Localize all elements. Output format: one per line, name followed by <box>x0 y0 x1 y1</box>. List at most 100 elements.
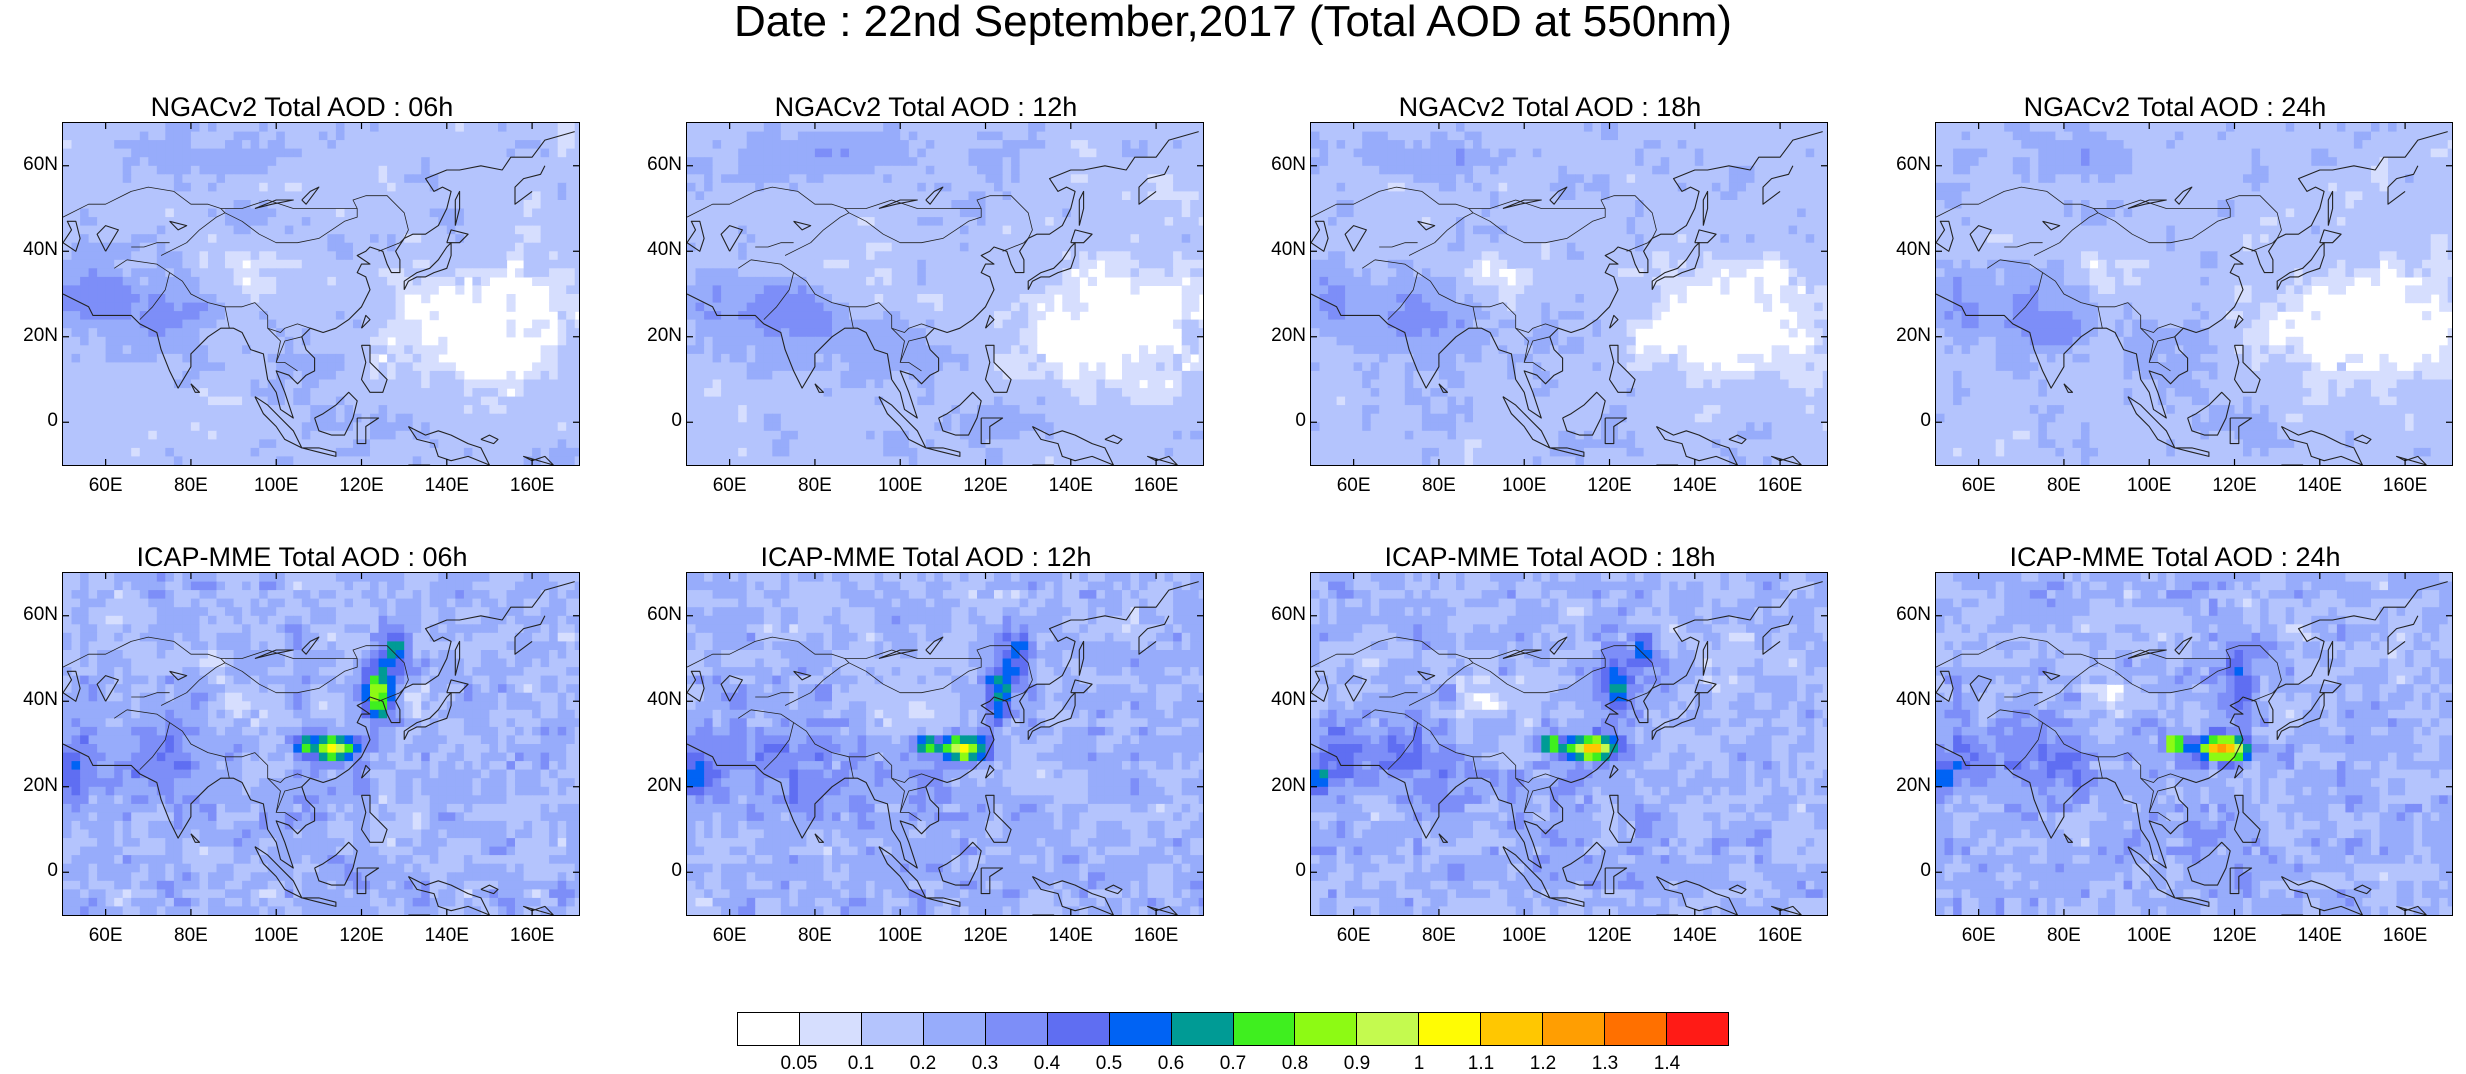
x-tick-label: 100E <box>865 476 935 496</box>
y-tick-label: 0 <box>22 411 58 431</box>
colorbar-swatch <box>1048 1013 1110 1045</box>
aod-field <box>1311 123 1827 465</box>
x-tick-label: 100E <box>241 926 311 946</box>
aod-map <box>1310 572 1828 916</box>
x-tick-label: 120E <box>2200 476 2270 496</box>
x-tick-label: 80E <box>780 476 850 496</box>
y-tick-label: 60N <box>22 155 58 175</box>
y-tick-label: 40N <box>1270 240 1306 260</box>
colorbar-label: 0.2 <box>893 1054 953 1074</box>
aod-map <box>1935 572 2453 916</box>
x-tick-label: 120E <box>1575 476 1645 496</box>
y-tick-label: 60N <box>22 605 58 625</box>
colorbar-swatch <box>924 1013 986 1045</box>
aod-map <box>686 122 1204 466</box>
x-tick-label: 160E <box>1745 926 1815 946</box>
colorbar-swatch <box>1110 1013 1172 1045</box>
x-tick-label: 120E <box>327 476 397 496</box>
colorbar-label: 1.1 <box>1451 1054 1511 1074</box>
aod-map <box>1310 122 1828 466</box>
x-tick-label: 60E <box>695 476 765 496</box>
x-tick-label: 60E <box>1944 926 2014 946</box>
panel-title: NGACv2 Total AOD : 06h <box>22 92 582 122</box>
colorbar-label: 1.2 <box>1513 1054 1573 1074</box>
colorbar-swatch <box>738 1013 800 1045</box>
x-tick-label: 100E <box>1489 476 1559 496</box>
colorbar-swatch <box>1234 1013 1296 1045</box>
aod-map <box>62 572 580 916</box>
y-tick-label: 60N <box>1270 155 1306 175</box>
colorbar-label: 0.7 <box>1203 1054 1263 1074</box>
x-tick-label: 140E <box>1036 926 1106 946</box>
colorbar <box>737 1012 1729 1046</box>
colorbar-label: 1 <box>1389 1054 1449 1074</box>
x-tick-label: 60E <box>1319 476 1389 496</box>
y-tick-label: 40N <box>1895 690 1931 710</box>
x-tick-label: 80E <box>156 476 226 496</box>
y-tick-label: 20N <box>1270 326 1306 346</box>
x-tick-label: 160E <box>1745 476 1815 496</box>
panel-title: NGACv2 Total AOD : 18h <box>1270 92 1830 122</box>
x-tick-label: 60E <box>71 926 141 946</box>
x-tick-label: 120E <box>1575 926 1645 946</box>
aod-field <box>63 573 579 915</box>
x-tick-label: 120E <box>951 926 1021 946</box>
y-tick-label: 60N <box>1270 605 1306 625</box>
x-tick-label: 140E <box>2285 476 2355 496</box>
colorbar-label: 0.3 <box>955 1054 1015 1074</box>
y-tick-label: 0 <box>22 861 58 881</box>
y-tick-label: 0 <box>1895 411 1931 431</box>
colorbar-swatch <box>986 1013 1048 1045</box>
colorbar-swatch <box>862 1013 924 1045</box>
figure-title: Date : 22nd September,2017 (Total AOD at… <box>0 0 2466 44</box>
y-tick-label: 60N <box>1895 605 1931 625</box>
x-tick-label: 80E <box>2029 926 2099 946</box>
aod-field <box>687 573 1203 915</box>
colorbar-swatch <box>1357 1013 1419 1045</box>
x-tick-label: 60E <box>1319 926 1389 946</box>
aod-field <box>687 123 1203 465</box>
colorbar-label: 0.6 <box>1141 1054 1201 1074</box>
x-tick-label: 120E <box>327 926 397 946</box>
panel-title: ICAP-MME Total AOD : 12h <box>646 542 1206 572</box>
y-tick-label: 60N <box>646 605 682 625</box>
colorbar-label: 0.8 <box>1265 1054 1325 1074</box>
aod-field <box>1936 573 2452 915</box>
panel-title: NGACv2 Total AOD : 12h <box>646 92 1206 122</box>
y-tick-label: 20N <box>1270 776 1306 796</box>
colorbar-swatch <box>1481 1013 1543 1045</box>
panel-title: ICAP-MME Total AOD : 18h <box>1270 542 1830 572</box>
x-tick-label: 80E <box>1404 476 1474 496</box>
y-tick-label: 40N <box>646 240 682 260</box>
x-tick-label: 160E <box>497 476 567 496</box>
colorbar-label: 0.9 <box>1327 1054 1387 1074</box>
x-tick-label: 60E <box>71 476 141 496</box>
x-tick-label: 100E <box>1489 926 1559 946</box>
x-tick-label: 80E <box>156 926 226 946</box>
x-tick-label: 100E <box>2114 476 2184 496</box>
x-tick-label: 120E <box>951 476 1021 496</box>
x-tick-label: 140E <box>412 926 482 946</box>
x-tick-label: 80E <box>1404 926 1474 946</box>
colorbar-label: 0.05 <box>769 1054 829 1074</box>
y-tick-label: 60N <box>646 155 682 175</box>
y-tick-label: 40N <box>646 690 682 710</box>
aod-field <box>1311 573 1827 915</box>
x-tick-label: 160E <box>1121 476 1191 496</box>
colorbar-swatch <box>1605 1013 1667 1045</box>
x-tick-label: 100E <box>241 476 311 496</box>
panel-title: NGACv2 Total AOD : 24h <box>1895 92 2455 122</box>
colorbar-swatch <box>800 1013 862 1045</box>
x-tick-label: 140E <box>1660 926 1730 946</box>
colorbar-label: 1.3 <box>1575 1054 1635 1074</box>
x-tick-label: 140E <box>1036 476 1106 496</box>
colorbar-label: 0.4 <box>1017 1054 1077 1074</box>
y-tick-label: 20N <box>646 326 682 346</box>
colorbar-label: 1.4 <box>1637 1054 1697 1074</box>
